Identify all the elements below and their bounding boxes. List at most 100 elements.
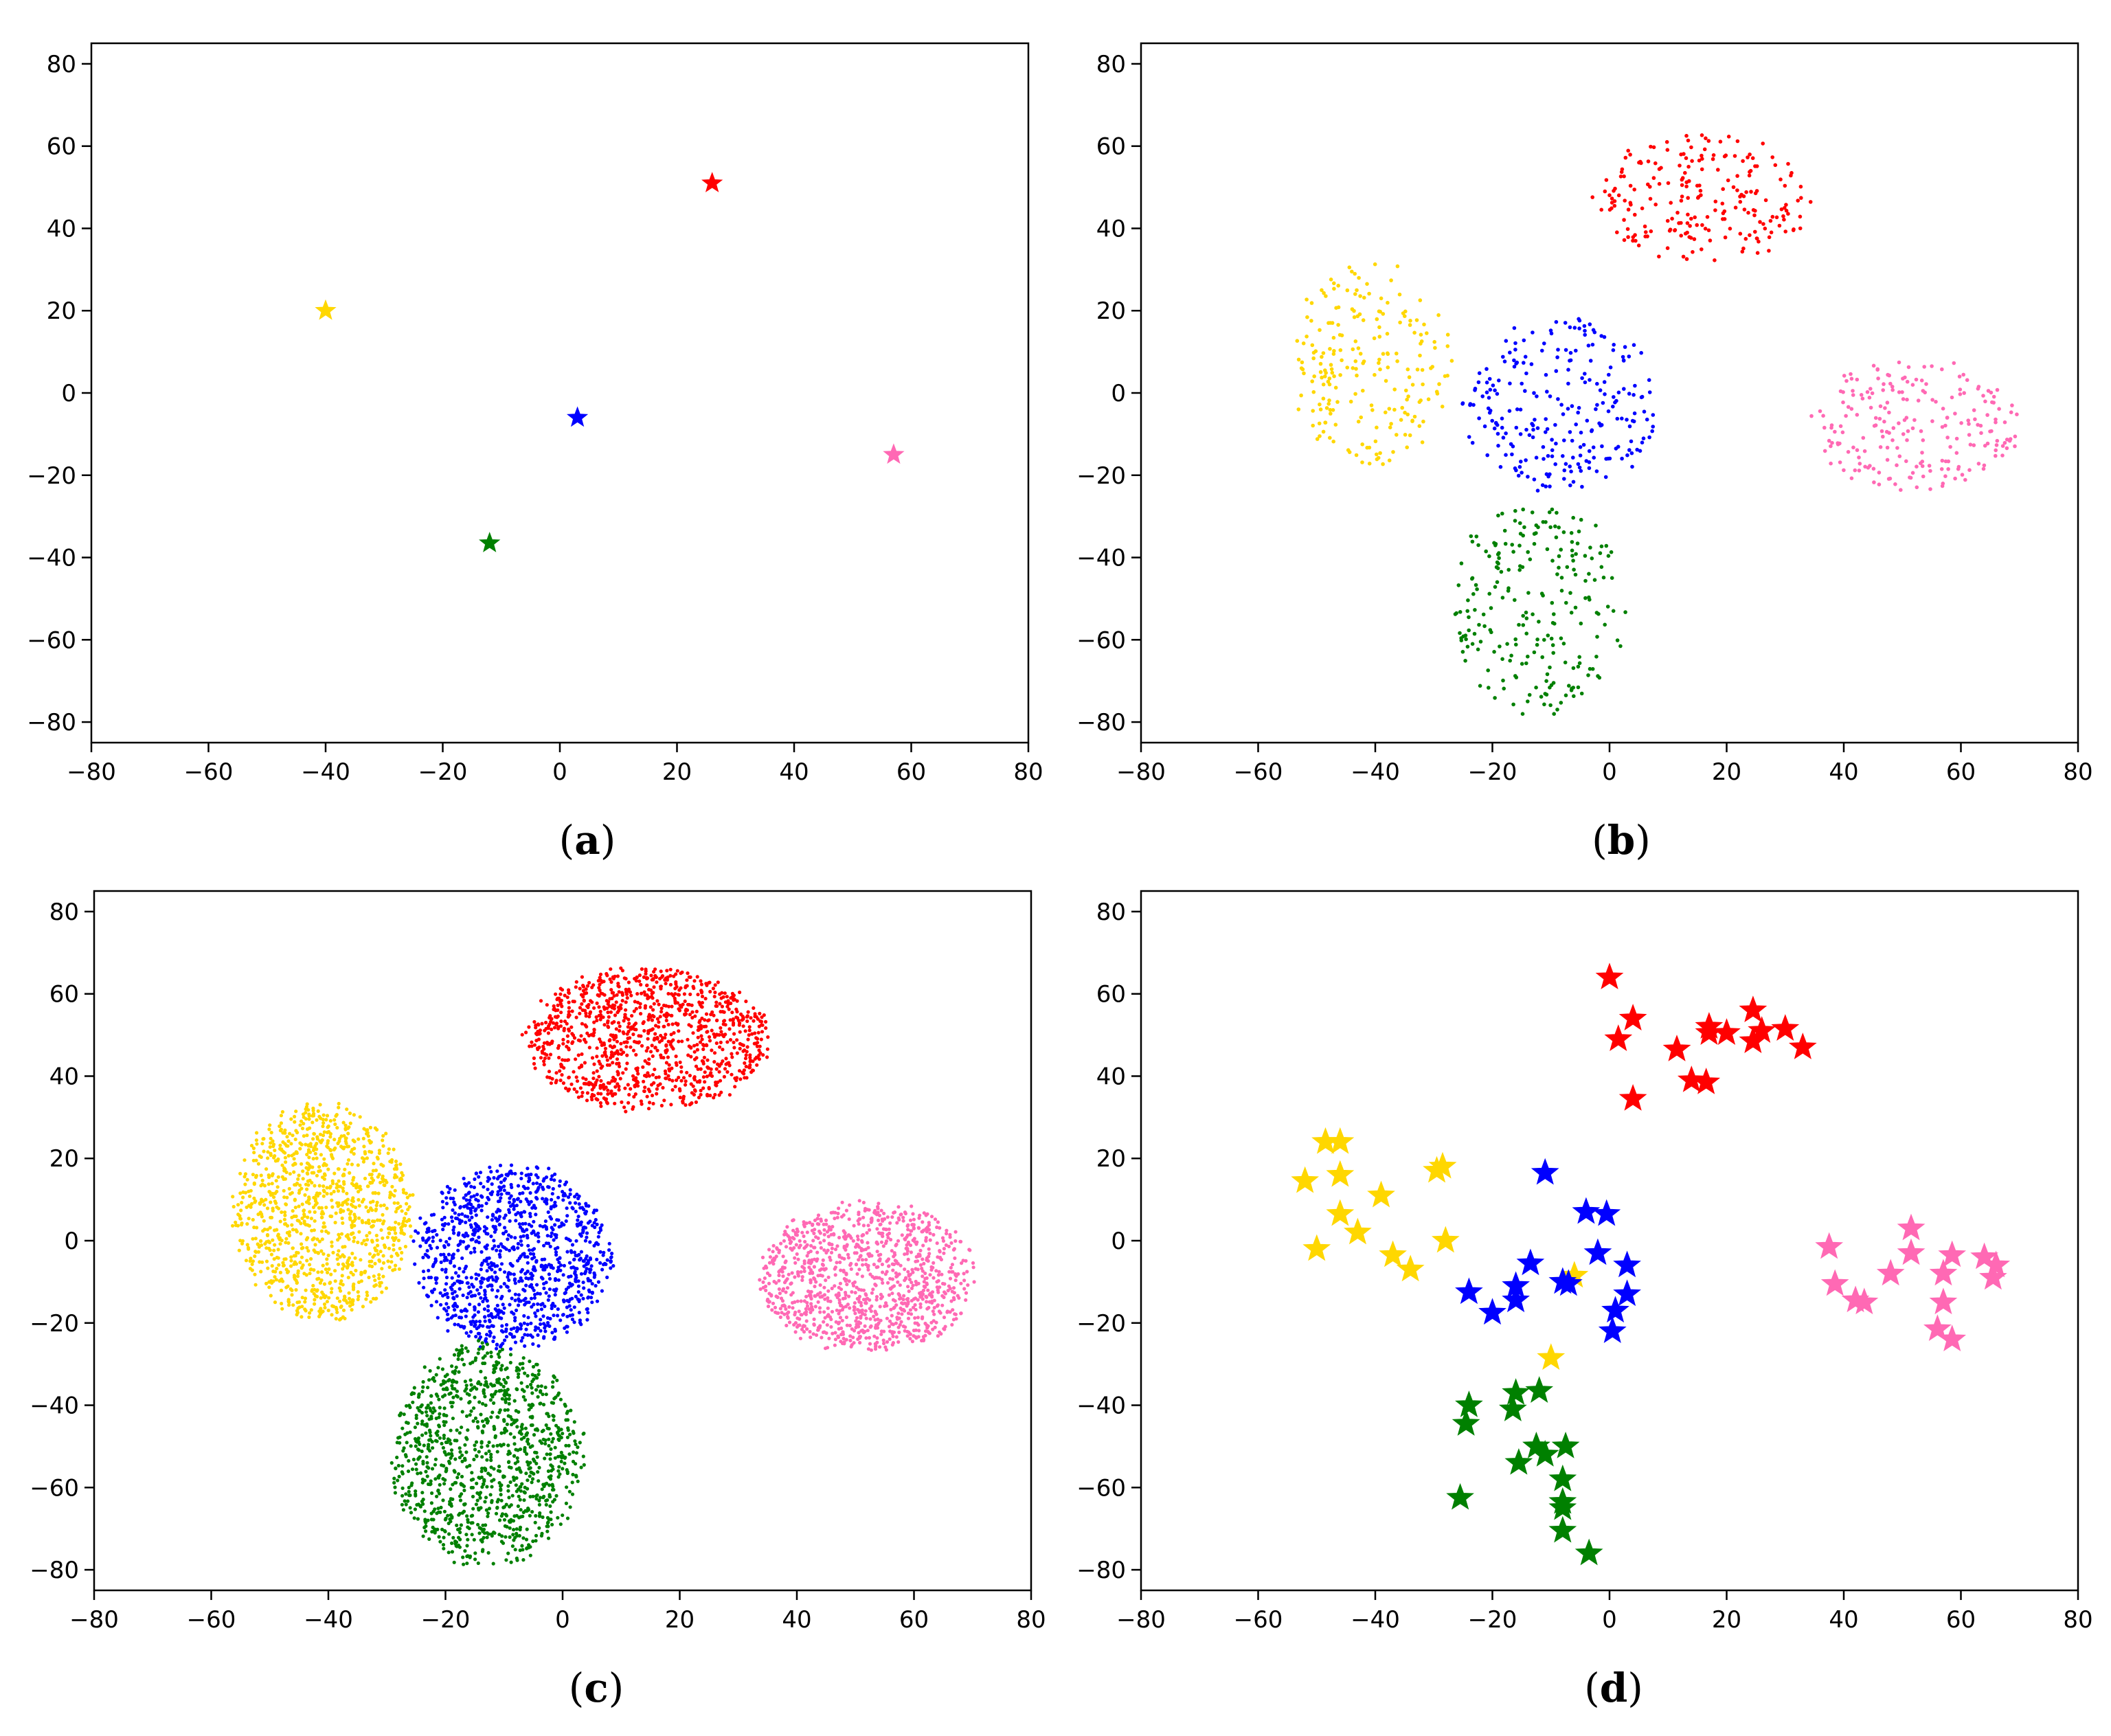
panel-b-red-point	[1763, 198, 1768, 203]
panel-c-blue-point	[611, 1264, 616, 1268]
panel-c-blue-point	[434, 1281, 438, 1285]
panel-c-blue-point	[601, 1253, 605, 1257]
panel-c-yellow-point	[345, 1107, 349, 1112]
panel-c-pink-point	[890, 1215, 894, 1219]
panel-c-pink-point	[928, 1273, 932, 1277]
panel-b-blue-point	[1568, 358, 1573, 363]
panel-c-red-point	[648, 1005, 653, 1009]
panel-c-red-point	[585, 991, 589, 995]
panel-b-green-point	[1572, 694, 1576, 699]
panel-c-red-point	[758, 1019, 763, 1024]
panel-b-pink-point	[1890, 387, 1895, 392]
panel-c-blue-point	[561, 1273, 565, 1277]
panel-c-red-point	[592, 1062, 596, 1066]
panel-c-red-point	[710, 1074, 714, 1078]
panel-c-red-point	[702, 1055, 706, 1059]
panel-c-pink-point	[833, 1338, 837, 1342]
panel-b-pink-point	[1994, 453, 1998, 458]
panel-c-red-point	[678, 1060, 682, 1064]
panel-b-green-point	[1565, 565, 1570, 570]
panel-b-yellow-point	[1412, 330, 1416, 335]
panel-c-yellow-point	[399, 1231, 403, 1235]
panel-b-green-point	[1465, 644, 1470, 649]
panel-c-red-point	[701, 1061, 705, 1066]
panel-c-pink-point	[875, 1250, 879, 1254]
panel-b-green-point	[1570, 548, 1574, 553]
panel-b-blue-point	[1645, 417, 1649, 422]
panel-c-red-point	[641, 1021, 645, 1026]
panel-b-red-point	[1750, 156, 1755, 160]
panel-c-yellow-point	[317, 1206, 321, 1210]
panel-c-blue-point	[552, 1238, 556, 1242]
panel-c-red-point	[648, 1050, 653, 1054]
panel-c-pink-point	[927, 1247, 931, 1251]
panel-c-yellow-point	[339, 1289, 343, 1293]
panel-c-yellow-point	[376, 1252, 381, 1256]
panel-c-blue-point	[429, 1246, 433, 1250]
panel-b-yellow-point	[1360, 460, 1364, 464]
panel-c-yellow-point	[286, 1153, 291, 1158]
panel-b-green-point	[1510, 543, 1514, 547]
panel-c-blue-point	[466, 1202, 471, 1206]
panel-c-yellow-point	[335, 1126, 339, 1130]
panel-b-pink-point	[1855, 377, 1860, 382]
panel-c-blue-point	[425, 1249, 429, 1253]
panel-c-yellow-point	[244, 1259, 249, 1263]
panel-b-green-point	[1603, 622, 1607, 627]
panel-c-red-point	[764, 1026, 768, 1030]
panel-b-green-point	[1500, 511, 1504, 516]
panel-b-red-point	[1657, 254, 1661, 259]
panel-c-yellow-point	[349, 1270, 353, 1274]
panel-c-blue-point	[504, 1327, 508, 1331]
panel-c-yellow-point	[346, 1259, 350, 1263]
panel-a-ticks: −80 −60 −40 −20 0 20 40 60 80−80−60−40−200204060…	[27, 51, 1043, 786]
panel-c-red-point	[631, 1105, 635, 1109]
panel-c-yellow-point	[351, 1287, 356, 1292]
panel-c-red-point	[655, 1087, 659, 1091]
panel-c-yellow-point	[315, 1237, 319, 1241]
panel-b-yellow-point	[1350, 307, 1355, 311]
panel-c-red-point	[561, 1037, 565, 1041]
panel-b-yellow-point	[1302, 371, 1306, 376]
panel-b-yellow-point	[1355, 288, 1359, 293]
panel-c-yellow-point	[339, 1232, 344, 1236]
panel-b-green-point	[1521, 613, 1525, 618]
panel-b-yellow-point	[1422, 322, 1426, 327]
panel-b-yellow-point	[1327, 376, 1332, 381]
panel-c-red-point	[677, 993, 681, 997]
panel-c-red-point	[599, 1085, 603, 1090]
panel-c-blue-point	[477, 1175, 481, 1179]
panel-c-blue-point	[588, 1240, 592, 1244]
panel-c-yellow-point	[337, 1179, 341, 1183]
panel-b-yellow-point	[1353, 292, 1357, 296]
panel-c-red-point	[575, 1079, 580, 1083]
panel-b-green-point	[1459, 561, 1464, 565]
panel-b-yellow-point	[1310, 343, 1315, 348]
panel-c-red-point	[640, 967, 644, 971]
panel-b-blue-point	[1620, 416, 1624, 420]
panel-c-blue-point	[526, 1236, 530, 1240]
panel-c-red-point	[556, 1003, 560, 1007]
panel-c-red-point	[543, 1028, 547, 1033]
panel-b-green-point	[1526, 654, 1530, 659]
panel-c-pink-point	[894, 1271, 898, 1275]
panel-c-red-point	[546, 1031, 551, 1035]
panel-c-blue-point	[422, 1276, 426, 1281]
panel-b-pink-point	[1866, 466, 1871, 470]
panel-c-blue-point	[529, 1199, 533, 1204]
panel-c-pink-point	[816, 1213, 821, 1217]
panel-b-yellow-point	[1300, 360, 1305, 365]
panel-b-yellow-point	[1353, 339, 1358, 343]
panel-c-blue-point	[507, 1278, 511, 1282]
panel-b-pink-point	[1927, 464, 1932, 468]
panel-c-blue-point	[431, 1229, 435, 1233]
panel-c-red-point	[667, 1063, 671, 1067]
panel-c-yellow-point	[351, 1199, 355, 1204]
panel-b-green-point	[1601, 575, 1606, 580]
panel-c-red-point	[730, 1072, 734, 1076]
panel-c-red-point	[570, 1032, 574, 1036]
panel-c-blue-point	[565, 1324, 569, 1329]
panel-c-pink-point	[932, 1232, 936, 1237]
panel-c-blue-point	[457, 1213, 461, 1217]
panel-c-blue-point	[597, 1230, 601, 1235]
